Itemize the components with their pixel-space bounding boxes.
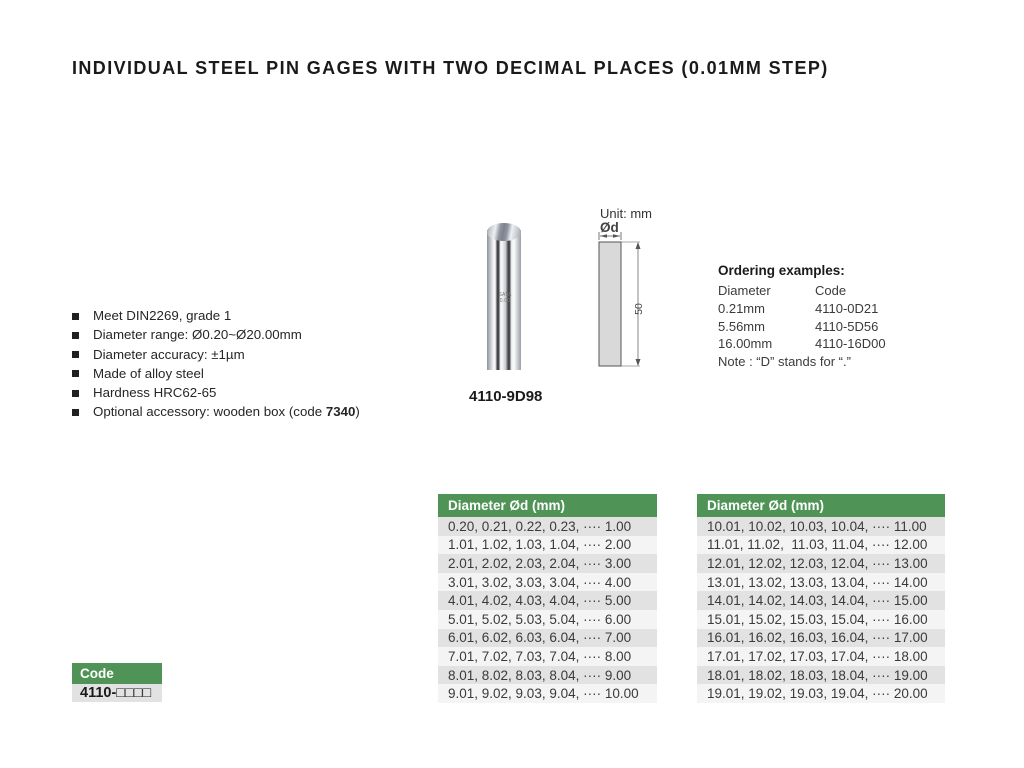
svg-text:50: 50 (633, 303, 645, 315)
